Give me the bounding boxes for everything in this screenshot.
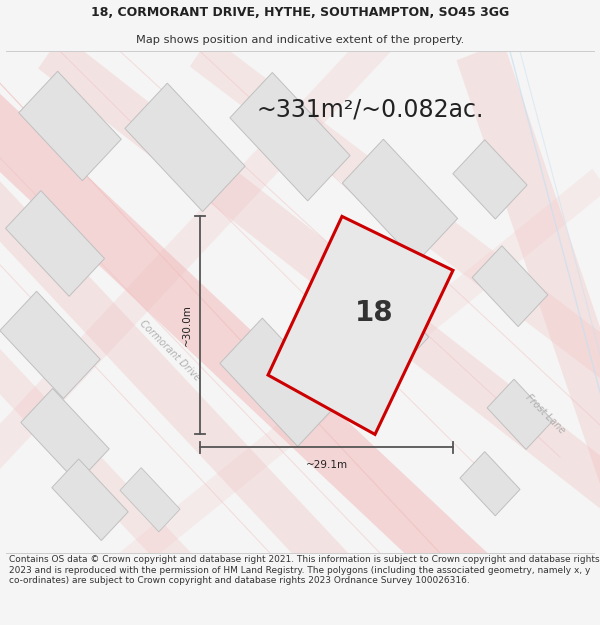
Text: ~30.0m: ~30.0m bbox=[182, 304, 192, 346]
Polygon shape bbox=[0, 328, 211, 596]
Polygon shape bbox=[472, 246, 548, 327]
Polygon shape bbox=[0, 82, 498, 607]
Polygon shape bbox=[21, 389, 109, 483]
Polygon shape bbox=[460, 452, 520, 516]
Polygon shape bbox=[125, 83, 245, 211]
Polygon shape bbox=[343, 139, 458, 262]
Text: 18: 18 bbox=[355, 299, 394, 328]
Text: Contains OS data © Crown copyright and database right 2021. This information is : Contains OS data © Crown copyright and d… bbox=[9, 555, 599, 585]
Polygon shape bbox=[52, 459, 128, 541]
Text: Map shows position and indicative extent of the property.: Map shows position and indicative extent… bbox=[136, 35, 464, 45]
Polygon shape bbox=[38, 34, 600, 538]
Polygon shape bbox=[487, 379, 553, 449]
Polygon shape bbox=[0, 164, 364, 600]
Polygon shape bbox=[0, 8, 410, 511]
Polygon shape bbox=[268, 216, 453, 434]
Polygon shape bbox=[0, 291, 100, 399]
Text: ~29.1m: ~29.1m bbox=[305, 460, 347, 470]
Polygon shape bbox=[92, 169, 600, 596]
Text: Frost Lane: Frost Lane bbox=[523, 392, 566, 436]
Text: Cormorant Drive: Cormorant Drive bbox=[137, 318, 202, 382]
Text: ~331m²/~0.082ac.: ~331m²/~0.082ac. bbox=[256, 98, 484, 122]
Polygon shape bbox=[5, 191, 104, 296]
Polygon shape bbox=[457, 42, 600, 562]
Text: 18, CORMORANT DRIVE, HYTHE, SOUTHAMPTON, SO45 3GG: 18, CORMORANT DRIVE, HYTHE, SOUTHAMPTON,… bbox=[91, 6, 509, 19]
Polygon shape bbox=[190, 36, 600, 408]
Polygon shape bbox=[311, 256, 428, 381]
Polygon shape bbox=[230, 72, 350, 201]
Polygon shape bbox=[220, 318, 340, 446]
Polygon shape bbox=[120, 468, 180, 532]
Polygon shape bbox=[453, 140, 527, 219]
Polygon shape bbox=[19, 71, 121, 181]
